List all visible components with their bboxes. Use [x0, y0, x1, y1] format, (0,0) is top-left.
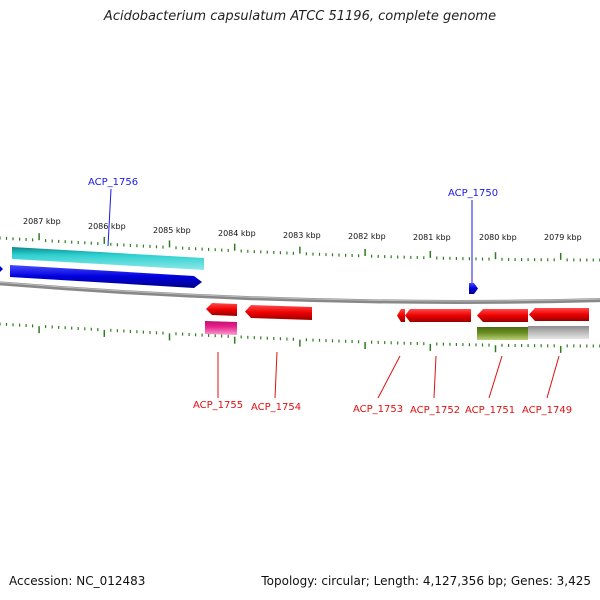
gene-label-acp-1749[interactable]: ACP_1749 — [522, 405, 572, 416]
cds-acp-1752[interactable] — [405, 309, 471, 322]
tick-label: 2085 kbp — [153, 226, 191, 235]
cds-acp-1756[interactable] — [10, 265, 202, 288]
label-lines-bottom — [217, 351, 560, 399]
tick-label: 2086 kbp — [88, 222, 126, 231]
label-lines-top — [107, 188, 473, 283]
tick-label: 2084 kbp — [218, 229, 256, 238]
gene-label-acp-1751[interactable]: ACP_1751 — [465, 405, 515, 416]
genome-backbone — [0, 281, 600, 304]
tick-label: 2082 kbp — [348, 232, 386, 241]
gene-label-acp-1756[interactable]: ACP_1756 — [88, 177, 138, 188]
gene-feature-pink[interactable] — [205, 321, 237, 335]
tick-row-bottom — [0, 322, 600, 353]
tick-label: 2081 kbp — [413, 233, 451, 242]
gene-label-acp-1753[interactable]: ACP_1753 — [353, 404, 403, 415]
gene-label-acp-1754[interactable]: ACP_1754 — [251, 402, 301, 413]
genome-title: Acidobacterium capsulatum ATCC 51196, co… — [103, 9, 497, 24]
tick-label: 2079 kbp — [544, 233, 582, 242]
gene-label-acp-1752[interactable]: ACP_1752 — [410, 405, 460, 416]
tick-label: 2087 kbp — [23, 217, 61, 226]
topology-text: Topology: circular; Length: 4,127,356 bp… — [261, 574, 591, 588]
tick-label: 2083 kbp — [283, 231, 321, 240]
cds-acp-1751[interactable] — [477, 309, 528, 322]
accession-text: Accession: NC_012483 — [9, 574, 146, 588]
cds-acp-1754[interactable] — [245, 305, 312, 320]
tick-row-top — [0, 233, 600, 262]
gene-label-acp-1755[interactable]: ACP_1755 — [193, 400, 243, 411]
tick-labels: 2087 kbp 2086 kbp 2085 kbp 2084 kbp 2083… — [23, 217, 582, 242]
gene-feature[interactable] — [12, 247, 204, 270]
offscreen-gene-marker — [0, 266, 3, 272]
cds-acp-1755[interactable] — [206, 303, 237, 316]
gene-label-acp-1750[interactable]: ACP_1750 — [448, 188, 498, 199]
gene-feature-olive[interactable] — [477, 327, 528, 340]
cds-acp-1753-small[interactable] — [397, 309, 405, 322]
gene-feature-grey[interactable] — [528, 326, 589, 339]
cds-acp-1749[interactable] — [529, 308, 589, 321]
tick-label: 2080 kbp — [479, 233, 517, 242]
cds-acp-1750[interactable] — [469, 283, 478, 294]
